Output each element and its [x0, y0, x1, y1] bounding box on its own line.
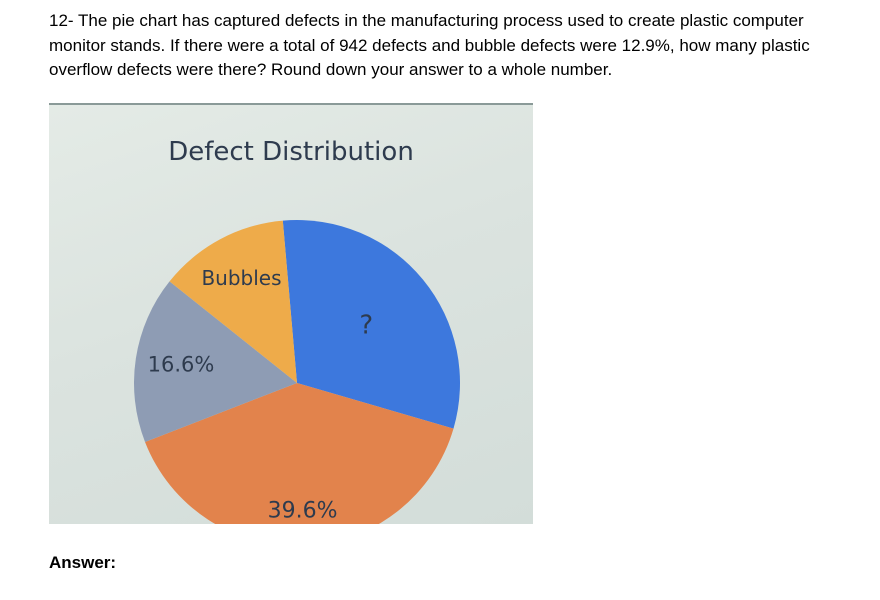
pie-chart-photo: Defect Distribution ? 39.6% 16.6% Bubbles — [49, 103, 533, 524]
pie-slice-3 — [134, 281, 297, 442]
slice-label-bubbles: Bubbles — [201, 266, 281, 290]
pie-slice-1 — [282, 220, 460, 429]
slice-label-39-6: 39.6% — [268, 499, 338, 524]
question-text: 12- The pie chart has captured defects i… — [49, 11, 810, 79]
slice-label-unknown: ? — [359, 311, 373, 341]
chart-title: Defect Distribution — [168, 137, 414, 167]
pie-chart: Defect Distribution ? 39.6% 16.6% Bubbles — [134, 137, 460, 524]
slice-label-16-6: 16.6% — [148, 352, 215, 376]
pie-slice-4 — [169, 220, 297, 383]
pie-slice-2 — [145, 383, 454, 524]
answer-label: Answer: — [49, 553, 117, 572]
